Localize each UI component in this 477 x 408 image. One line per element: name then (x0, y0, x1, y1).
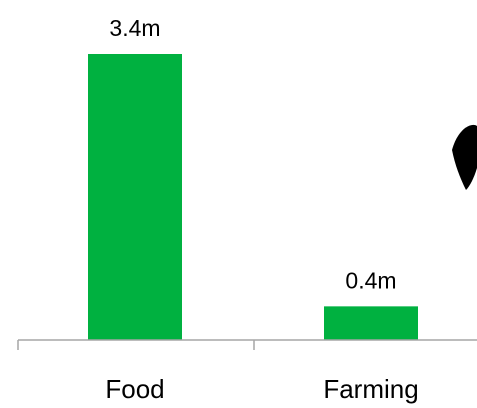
data-labels-layer: 3.4m 0.4m (109, 15, 396, 293)
tick-label-farming: Farming (323, 374, 418, 404)
data-label-farming: 0.4m (345, 267, 396, 293)
bars-layer (88, 54, 418, 340)
tick-label-food: Food (105, 374, 164, 404)
data-label-food: 3.4m (109, 15, 160, 41)
x-tick-labels: Food Farming (105, 374, 418, 404)
bar-farming (324, 306, 418, 340)
x-axis (17, 339, 477, 350)
decorative-mark (452, 124, 477, 190)
bar-food (88, 54, 182, 340)
